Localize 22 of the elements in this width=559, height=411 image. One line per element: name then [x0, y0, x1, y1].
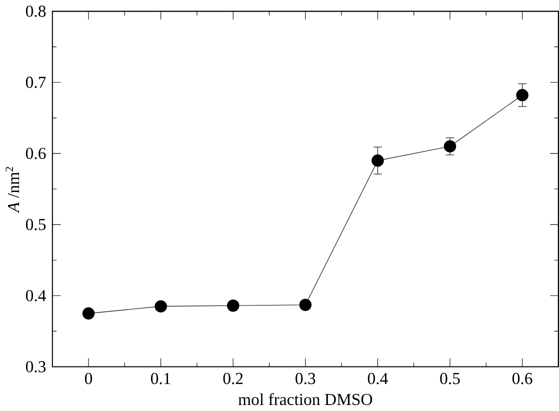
x-tick-label: 0.4 [368, 373, 388, 384]
x-tick-label: 0.6 [512, 373, 532, 384]
point [299, 298, 312, 312]
y-axis-title: A /nm$^{2}$ [6, 167, 20, 214]
x-axis-title: mol fraction DMSO [238, 393, 372, 406]
y-tick-label: 0.7 [26, 76, 46, 88]
y-tick-label: 0.3 [26, 361, 46, 373]
y-tick-label: 0.8 [26, 6, 46, 18]
point [154, 300, 167, 313]
point [82, 307, 95, 320]
x-tick-label: 0.1 [150, 373, 170, 384]
point [444, 140, 456, 153]
x-tick-label: 0.5 [440, 373, 460, 384]
x-tick-label: 0.2 [223, 373, 243, 384]
point [372, 154, 384, 167]
x-tick-label: 0.3 [296, 373, 316, 384]
y-tick-label: 0.6 [26, 148, 46, 160]
x-tick-label: 0 [84, 373, 92, 384]
point [226, 300, 240, 312]
y-tick-label: 0.5 [26, 219, 46, 230]
y-tick-label: 0.4 [26, 290, 46, 302]
point [516, 89, 528, 102]
